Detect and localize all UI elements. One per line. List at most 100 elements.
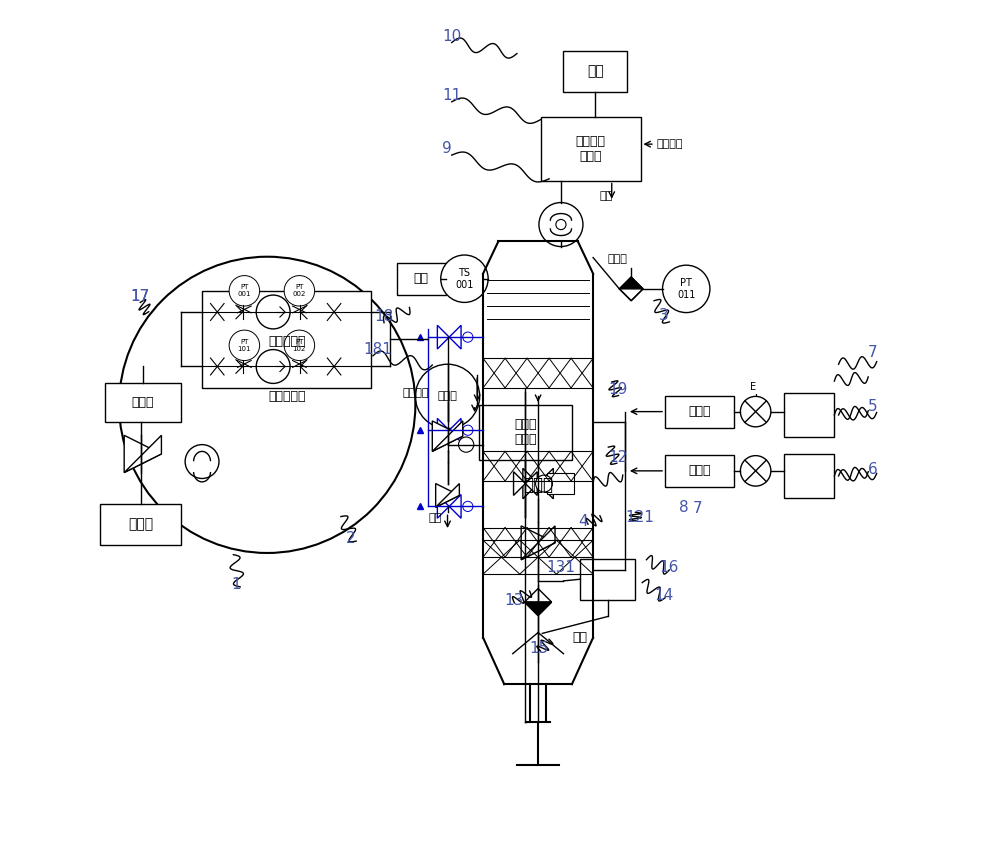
Text: 泄放: 泄放 (428, 513, 441, 523)
Text: 14: 14 (654, 588, 673, 602)
Circle shape (256, 295, 290, 329)
Polygon shape (124, 435, 161, 473)
Polygon shape (449, 325, 461, 349)
Text: 131: 131 (547, 560, 576, 574)
Circle shape (284, 330, 315, 360)
Text: 17: 17 (130, 289, 149, 303)
FancyBboxPatch shape (479, 405, 572, 460)
Polygon shape (514, 472, 525, 495)
Text: 6: 6 (868, 463, 878, 477)
Text: 三通阀: 三通阀 (607, 254, 627, 264)
Text: 7: 7 (693, 501, 703, 516)
Text: PT
001: PT 001 (238, 285, 251, 297)
Text: 17: 17 (130, 289, 149, 303)
Text: 121: 121 (625, 510, 654, 526)
Circle shape (463, 425, 473, 435)
Text: 4: 4 (578, 514, 587, 529)
FancyBboxPatch shape (397, 262, 446, 295)
Circle shape (441, 255, 488, 302)
Polygon shape (436, 484, 459, 507)
Polygon shape (432, 421, 463, 452)
Polygon shape (619, 289, 643, 301)
Circle shape (740, 396, 771, 427)
Text: 排放气体
分析仪: 排放气体 分析仪 (576, 135, 606, 163)
Circle shape (459, 437, 474, 452)
Text: 13: 13 (504, 593, 524, 607)
Text: 15: 15 (530, 641, 549, 656)
Polygon shape (523, 469, 538, 498)
Polygon shape (525, 602, 552, 616)
Text: 温度计: 温度计 (438, 391, 457, 401)
Text: 过滤器: 过滤器 (132, 396, 154, 409)
Text: TS
001: TS 001 (455, 268, 474, 290)
Circle shape (229, 275, 260, 306)
Text: 烟囱: 烟囱 (587, 65, 604, 78)
Circle shape (415, 364, 480, 429)
Circle shape (740, 456, 771, 486)
Circle shape (185, 445, 219, 479)
Polygon shape (521, 526, 555, 560)
Text: 8: 8 (679, 500, 689, 515)
Text: 干燥空气: 干燥空气 (403, 389, 429, 399)
Text: 停止: 停止 (414, 273, 429, 285)
Circle shape (256, 349, 290, 383)
FancyBboxPatch shape (100, 504, 181, 544)
Polygon shape (521, 526, 555, 560)
Circle shape (463, 501, 473, 511)
FancyBboxPatch shape (105, 383, 181, 422)
Polygon shape (436, 484, 459, 507)
Text: 1: 1 (231, 577, 240, 591)
Polygon shape (437, 418, 449, 442)
Text: 7: 7 (868, 344, 878, 360)
Polygon shape (525, 472, 537, 495)
Text: 5: 5 (868, 399, 878, 414)
Text: 19: 19 (608, 382, 628, 397)
FancyBboxPatch shape (784, 454, 834, 498)
Circle shape (536, 475, 552, 492)
Text: 泄放: 泄放 (599, 191, 612, 201)
Polygon shape (124, 435, 161, 473)
Text: 9: 9 (442, 141, 452, 157)
Polygon shape (619, 277, 643, 289)
Text: 除尘器: 除尘器 (689, 405, 711, 418)
Text: 10: 10 (442, 29, 462, 43)
FancyBboxPatch shape (665, 395, 734, 428)
Text: 2: 2 (346, 531, 356, 546)
Text: 干燥空气: 干燥空气 (657, 139, 683, 149)
Text: E: E (750, 383, 756, 393)
Polygon shape (437, 494, 449, 518)
Circle shape (539, 203, 583, 246)
FancyBboxPatch shape (784, 393, 834, 437)
Text: 海水泵单元: 海水泵单元 (268, 389, 305, 403)
Text: 海水泵单元: 海水泵单元 (268, 335, 305, 348)
FancyBboxPatch shape (580, 559, 635, 600)
Text: 18: 18 (375, 309, 394, 324)
Circle shape (463, 332, 473, 343)
Text: 12: 12 (608, 450, 628, 464)
Polygon shape (449, 494, 461, 518)
Polygon shape (525, 589, 552, 602)
Circle shape (556, 220, 566, 230)
Circle shape (119, 256, 415, 553)
Circle shape (229, 330, 260, 360)
Polygon shape (538, 469, 553, 498)
Circle shape (284, 275, 315, 306)
Circle shape (663, 265, 710, 313)
Polygon shape (437, 325, 449, 349)
Text: 海水箱: 海水箱 (128, 517, 153, 531)
Text: 16: 16 (659, 560, 679, 574)
FancyBboxPatch shape (563, 51, 627, 92)
Text: PT
002: PT 002 (293, 285, 306, 297)
Text: 脱硫塔: 脱硫塔 (523, 475, 553, 494)
Text: 181: 181 (363, 342, 392, 357)
Text: PT
101: PT 101 (238, 339, 251, 352)
FancyBboxPatch shape (665, 455, 734, 487)
Text: PT
102: PT 102 (293, 339, 306, 352)
Text: 除尘器: 除尘器 (689, 464, 711, 477)
Text: 水质分
析单元: 水质分 析单元 (514, 418, 537, 446)
Polygon shape (449, 418, 461, 442)
Text: PT
011: PT 011 (677, 278, 695, 300)
Polygon shape (432, 421, 463, 452)
FancyBboxPatch shape (547, 474, 574, 493)
Text: 11: 11 (442, 88, 462, 103)
